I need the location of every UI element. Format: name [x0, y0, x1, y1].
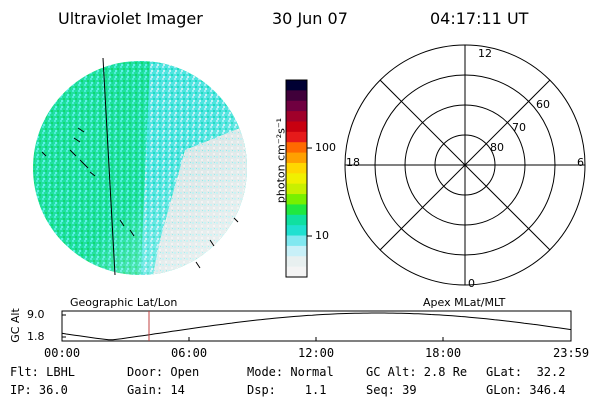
colorbar-swatch	[286, 90, 307, 102]
timeline-ticks	[61, 314, 572, 341]
x-tick-1800: 18:00	[425, 346, 462, 360]
status-door: Door: Open	[127, 365, 200, 379]
lat-label-60: 60	[536, 98, 550, 111]
colorbar-swatch	[286, 235, 307, 247]
status-mode: Mode: Normal	[247, 365, 334, 379]
status-glat: GLat: 32.2	[486, 365, 566, 379]
status-dsp: Dsp: 1.1	[247, 383, 327, 397]
lat-label-70: 70	[512, 121, 526, 134]
apex-caption: Apex MLat/MLT	[423, 296, 506, 309]
coastline	[69, 127, 96, 177]
mlt-label-12: 12	[478, 47, 492, 60]
colorbar-swatch	[286, 111, 307, 123]
colorbar-tick-100: 100	[315, 141, 336, 154]
colorbar-swatch	[286, 183, 307, 195]
mlt-label-6: 6	[577, 156, 584, 169]
colorbar-swatch	[286, 245, 307, 257]
meridian-line	[102, 57, 116, 276]
app-title: Ultraviolet Imager	[58, 9, 203, 28]
colorbar-swatch	[286, 194, 307, 206]
colorbar-swatch	[286, 225, 307, 237]
altitude-curve	[61, 312, 572, 341]
colorbar-swatch	[286, 142, 307, 154]
status-seq: Seq: 39	[366, 383, 417, 397]
colorbar-swatch	[286, 121, 307, 133]
colorbar-unit-label: photon cm⁻²s⁻¹	[274, 117, 288, 204]
mlt-label-0: 0	[468, 277, 475, 290]
colorbar-swatch	[286, 131, 307, 143]
y-tick-1-8: 1.8	[27, 330, 45, 343]
colorbar-swatch	[286, 162, 307, 174]
status-glon: GLon: 346.4	[486, 383, 566, 397]
date-label: 30 Jun 07	[272, 9, 348, 28]
status-gc-alt: GC Alt: 2.8 Re	[366, 365, 468, 379]
colorbar-swatch	[286, 266, 307, 278]
colorbar	[285, 79, 308, 278]
time-label: 04:17:11 UT	[430, 9, 529, 28]
colorbar-tick-10: 10	[315, 229, 329, 242]
colorbar-frame	[285, 79, 308, 278]
x-tick-0000: 00:00	[44, 346, 81, 360]
status-filter: Flt: LBHL	[10, 365, 76, 379]
mlt-label-18: 18	[346, 156, 360, 169]
colorbar-swatch	[286, 204, 307, 216]
colorbar-swatch	[286, 173, 307, 185]
status-gain: Gain: 14	[127, 383, 185, 397]
x-tick-0600: 06:00	[171, 346, 208, 360]
colorbar-swatch	[286, 100, 307, 112]
polar-grid	[344, 44, 586, 286]
colorbar-swatch	[286, 152, 307, 164]
colorbar-swatch	[286, 214, 307, 226]
colorbar-swatch	[286, 256, 307, 268]
geographic-caption: Geographic Lat/Lon	[70, 296, 178, 309]
status-ip: IP: 36.0	[10, 383, 68, 397]
gc-alt-axis-label: GC Alt	[8, 308, 22, 343]
uv-disk-image	[33, 61, 247, 275]
x-tick-1200: 12:00	[298, 346, 335, 360]
colorbar-swatch	[286, 80, 307, 91]
y-tick-9: 9.0	[27, 308, 45, 321]
lat-label-80: 80	[490, 141, 504, 154]
x-tick-2359: 23:59	[553, 346, 590, 360]
